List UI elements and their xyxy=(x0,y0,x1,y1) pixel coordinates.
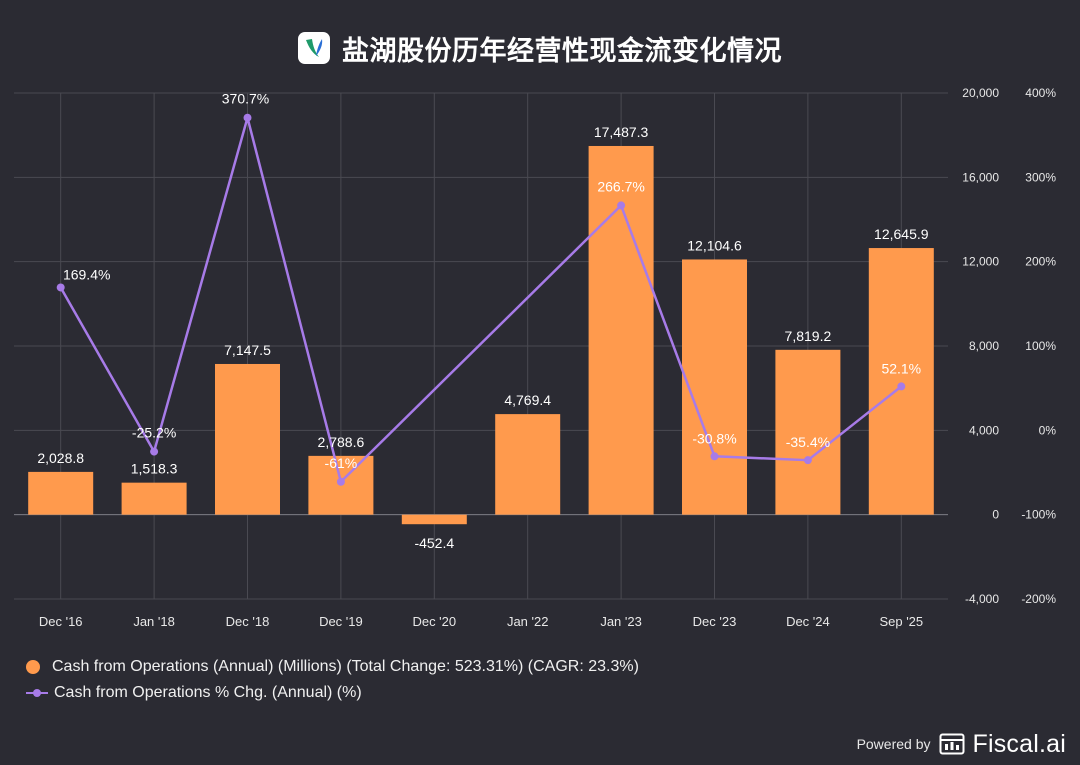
bar xyxy=(121,482,187,515)
line-value-label: -35.4% xyxy=(786,434,830,450)
bar-value-label: 7,819.2 xyxy=(785,328,832,344)
line-point xyxy=(897,382,906,391)
axis-layer: -4,000 0 4,000 8,000 12,000 16,000 20,000 -200%… xyxy=(39,86,1056,629)
y-right-tick-label: 300% xyxy=(1025,170,1056,184)
bar xyxy=(588,145,654,515)
bar xyxy=(682,259,747,515)
x-tick-label: Dec '20 xyxy=(412,614,456,629)
y-left-tick-label: 16,000 xyxy=(962,170,999,184)
line-value-label: 52.1% xyxy=(881,360,921,376)
powered-by-label: Powered by xyxy=(856,736,931,752)
labels-layer: 2,028.8 1,518.3 7,147.5 2,788.6 -452.4 4,769.… xyxy=(37,91,928,551)
line-value-label: 169.4% xyxy=(63,266,110,282)
bar xyxy=(215,363,280,515)
bar-value-label: 17,487.3 xyxy=(594,124,649,140)
x-tick-label: Sep '25 xyxy=(879,614,923,629)
bar xyxy=(401,514,467,525)
pct-change-line xyxy=(59,116,903,484)
line-point xyxy=(243,113,252,122)
y-left-tick-label: 20,000 xyxy=(962,86,999,100)
bar-value-label: -452.4 xyxy=(414,535,454,551)
bar-value-label: 2,028.8 xyxy=(37,450,84,466)
line-point xyxy=(150,447,159,456)
legend-bar-swatch xyxy=(26,660,40,674)
y-right-tick-label: 400% xyxy=(1025,86,1056,100)
legend-item-bar[interactable]: Cash from Operations (Annual) (Millions)… xyxy=(26,654,639,680)
x-tick-label: Jan '22 xyxy=(507,614,549,629)
bar xyxy=(775,349,841,515)
line-point xyxy=(336,477,345,486)
bar-value-label: 12,104.6 xyxy=(687,237,742,253)
chart-title: 盐湖股份历年经营性现金流变化情况 xyxy=(342,35,782,66)
bar-value-label: 7,147.5 xyxy=(224,342,271,358)
legend-line-label: Cash from Operations % Chg. (Annual) (%) xyxy=(54,684,362,701)
x-tick-label: Dec '24 xyxy=(786,614,830,629)
bars-layer xyxy=(28,145,934,525)
bar xyxy=(28,471,94,515)
y-left-tick-label: -4,000 xyxy=(965,592,999,606)
line-point xyxy=(56,283,65,292)
y-left-tick-label: 0 xyxy=(992,508,999,522)
bar-value-label: 4,769.4 xyxy=(504,392,551,408)
x-tick-label: Dec '16 xyxy=(39,614,83,629)
powered-by[interactable]: Powered by Fiscal.ai xyxy=(857,727,1066,761)
line-value-label: -61% xyxy=(325,455,358,471)
legend-item-line[interactable]: Cash from Operations % Chg. (Annual) (%) xyxy=(26,680,639,706)
legend-bar-label: Cash from Operations (Annual) (Millions)… xyxy=(52,658,639,675)
y-left-tick-label: 4,000 xyxy=(969,423,999,437)
legend-line-swatch xyxy=(26,686,48,700)
brand-name: Fiscal.ai xyxy=(972,729,1066,758)
y-left-tick-label: 12,000 xyxy=(962,255,999,269)
legend: Cash from Operations (Annual) (Millions)… xyxy=(26,654,639,706)
x-tick-label: Dec '19 xyxy=(319,614,363,629)
line-value-label: 266.7% xyxy=(597,178,644,194)
chart-header: 盐湖股份历年经营性现金流变化情况 xyxy=(0,24,1080,72)
bar-value-label: 12,645.9 xyxy=(874,226,929,242)
y-right-tick-label: 100% xyxy=(1025,339,1056,353)
fiscal-ai-logo-icon xyxy=(939,733,964,755)
y-right-tick-label: 0% xyxy=(1039,423,1057,437)
bar xyxy=(868,248,934,515)
line-point xyxy=(710,452,719,461)
x-tick-label: Jan '18 xyxy=(133,614,175,629)
bar-value-label: 2,788.6 xyxy=(318,434,365,450)
x-tick-label: Dec '18 xyxy=(226,614,270,629)
y-right-tick-label: 200% xyxy=(1025,255,1056,269)
bar-value-label: 1,518.3 xyxy=(131,461,178,477)
line-point xyxy=(803,456,812,465)
y-left-tick-label: 8,000 xyxy=(969,339,999,353)
grid-layer xyxy=(14,92,948,600)
line-point xyxy=(617,201,626,210)
y-right-tick-label: -200% xyxy=(1021,592,1056,606)
line-value-label: -25.2% xyxy=(132,425,176,441)
bar xyxy=(495,414,561,515)
x-tick-label: Dec '23 xyxy=(693,614,737,629)
line-value-label: 370.7% xyxy=(222,91,269,107)
company-logo-icon xyxy=(298,32,330,64)
cash-flow-chart: 2,028.8 1,518.3 7,147.5 2,788.6 -452.4 4,769.… xyxy=(14,86,1056,629)
x-tick-label: Jan '23 xyxy=(600,614,642,629)
line-value-label: -30.8% xyxy=(692,430,736,446)
y-right-tick-label: -100% xyxy=(1021,508,1056,522)
line-layer xyxy=(56,113,906,486)
